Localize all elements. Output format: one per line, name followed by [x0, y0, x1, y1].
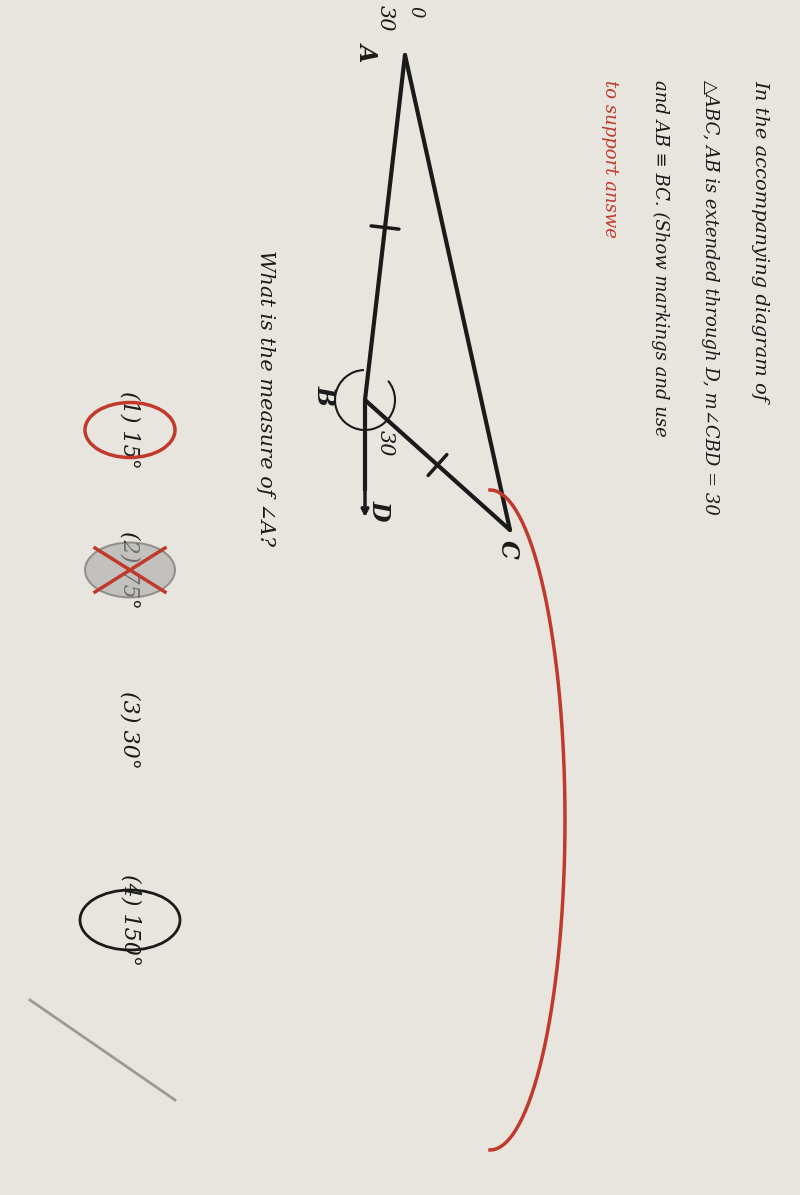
- Text: A: A: [356, 42, 380, 60]
- Text: (3) 30°: (3) 30°: [119, 691, 141, 768]
- Text: 30: 30: [375, 430, 394, 456]
- Text: What is the measure of ∠A?: What is the measure of ∠A?: [255, 250, 274, 546]
- Text: (1) 15°: (1) 15°: [119, 391, 141, 468]
- Text: 30: 30: [375, 5, 394, 31]
- Text: to support answe: to support answe: [601, 80, 619, 238]
- Text: △ABC, AB̅ is extended through D, m∠CBD = 30: △ABC, AB̅ is extended through D, m∠CBD =…: [701, 80, 719, 515]
- Text: In the accompanying diagram of: In the accompanying diagram of: [751, 80, 769, 402]
- Text: and AB̅ ≡ BC̅. (Show markings and use: and AB̅ ≡ BC̅. (Show markings and use: [651, 80, 669, 436]
- Text: (4) 150°: (4) 150°: [119, 874, 141, 966]
- Text: D: D: [368, 500, 392, 521]
- Text: 0: 0: [406, 6, 424, 18]
- Text: C: C: [496, 540, 520, 559]
- Text: (2) 75°: (2) 75°: [119, 531, 141, 609]
- Ellipse shape: [85, 543, 175, 598]
- Text: B: B: [313, 385, 337, 405]
